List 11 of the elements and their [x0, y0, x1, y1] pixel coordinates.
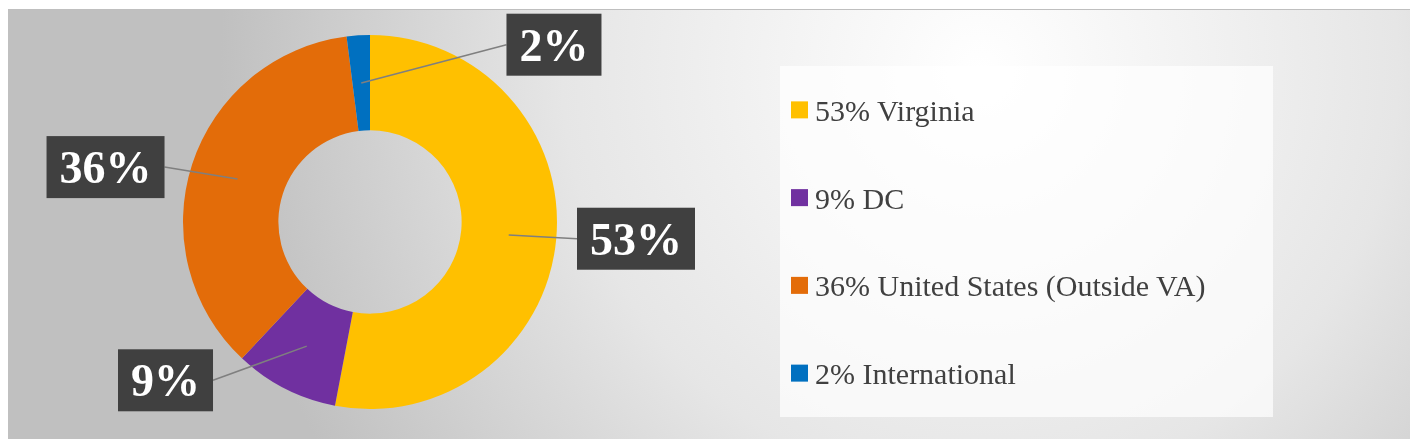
legend-label: 9% DC	[815, 181, 905, 215]
legend-label: 36% United States (Outside VA)	[815, 268, 1206, 303]
donut-slice	[183, 36, 359, 359]
data-label: 53%	[590, 213, 682, 265]
data-label: 2%	[519, 19, 589, 71]
legend-label: 2% International	[815, 356, 1016, 390]
donut-slice	[241, 288, 353, 406]
data-label: 36%	[59, 141, 152, 193]
legend-label: 53% Virginia	[815, 93, 975, 127]
donut-slice	[346, 35, 370, 132]
data-label: 9%	[131, 354, 201, 406]
